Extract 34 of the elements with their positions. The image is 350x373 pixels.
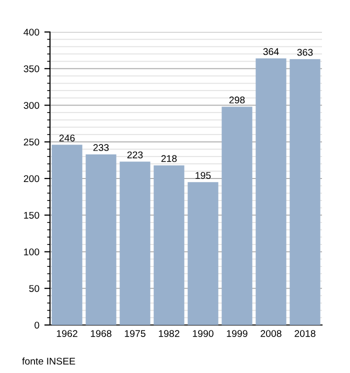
y-tick-label: 300	[24, 102, 40, 109]
data-label: 195	[196, 172, 211, 179]
data-label: 223	[127, 151, 143, 158]
bar	[154, 165, 184, 325]
data-label: 218	[161, 155, 177, 162]
y-tick-label: 350	[24, 65, 40, 72]
y-tick-label: 400	[24, 28, 40, 36]
x-tick-label: 1968	[90, 330, 112, 337]
data-label: 363	[297, 48, 313, 56]
bar	[188, 182, 218, 325]
x-tick-label: 1975	[124, 330, 146, 337]
y-tick-label: 150	[24, 212, 40, 219]
source-note: fonte INSEE	[22, 357, 76, 365]
bar	[222, 106, 252, 325]
y-tick-label: 50	[29, 285, 40, 292]
bar	[52, 144, 82, 325]
x-tick-label: 2018	[294, 330, 316, 337]
bar	[256, 58, 286, 325]
x-tick-label: 1962	[56, 330, 78, 337]
bar	[120, 162, 150, 325]
data-label: 233	[93, 144, 109, 152]
bar	[290, 59, 320, 325]
y-tick-label: 200	[24, 175, 40, 182]
y-tick-label: 100	[24, 248, 40, 256]
data-label: 246	[59, 134, 75, 142]
x-tick-label: 1999	[226, 330, 248, 337]
data-label: 364	[263, 48, 279, 56]
y-tick-label: 0	[34, 322, 40, 329]
data-label: 298	[229, 96, 245, 104]
bar	[86, 154, 116, 325]
x-tick-label: 2008	[260, 330, 282, 337]
x-tick-label: 1990	[192, 330, 214, 337]
y-tick-label: 250	[24, 138, 40, 146]
x-tick-label: 1982	[158, 330, 180, 337]
